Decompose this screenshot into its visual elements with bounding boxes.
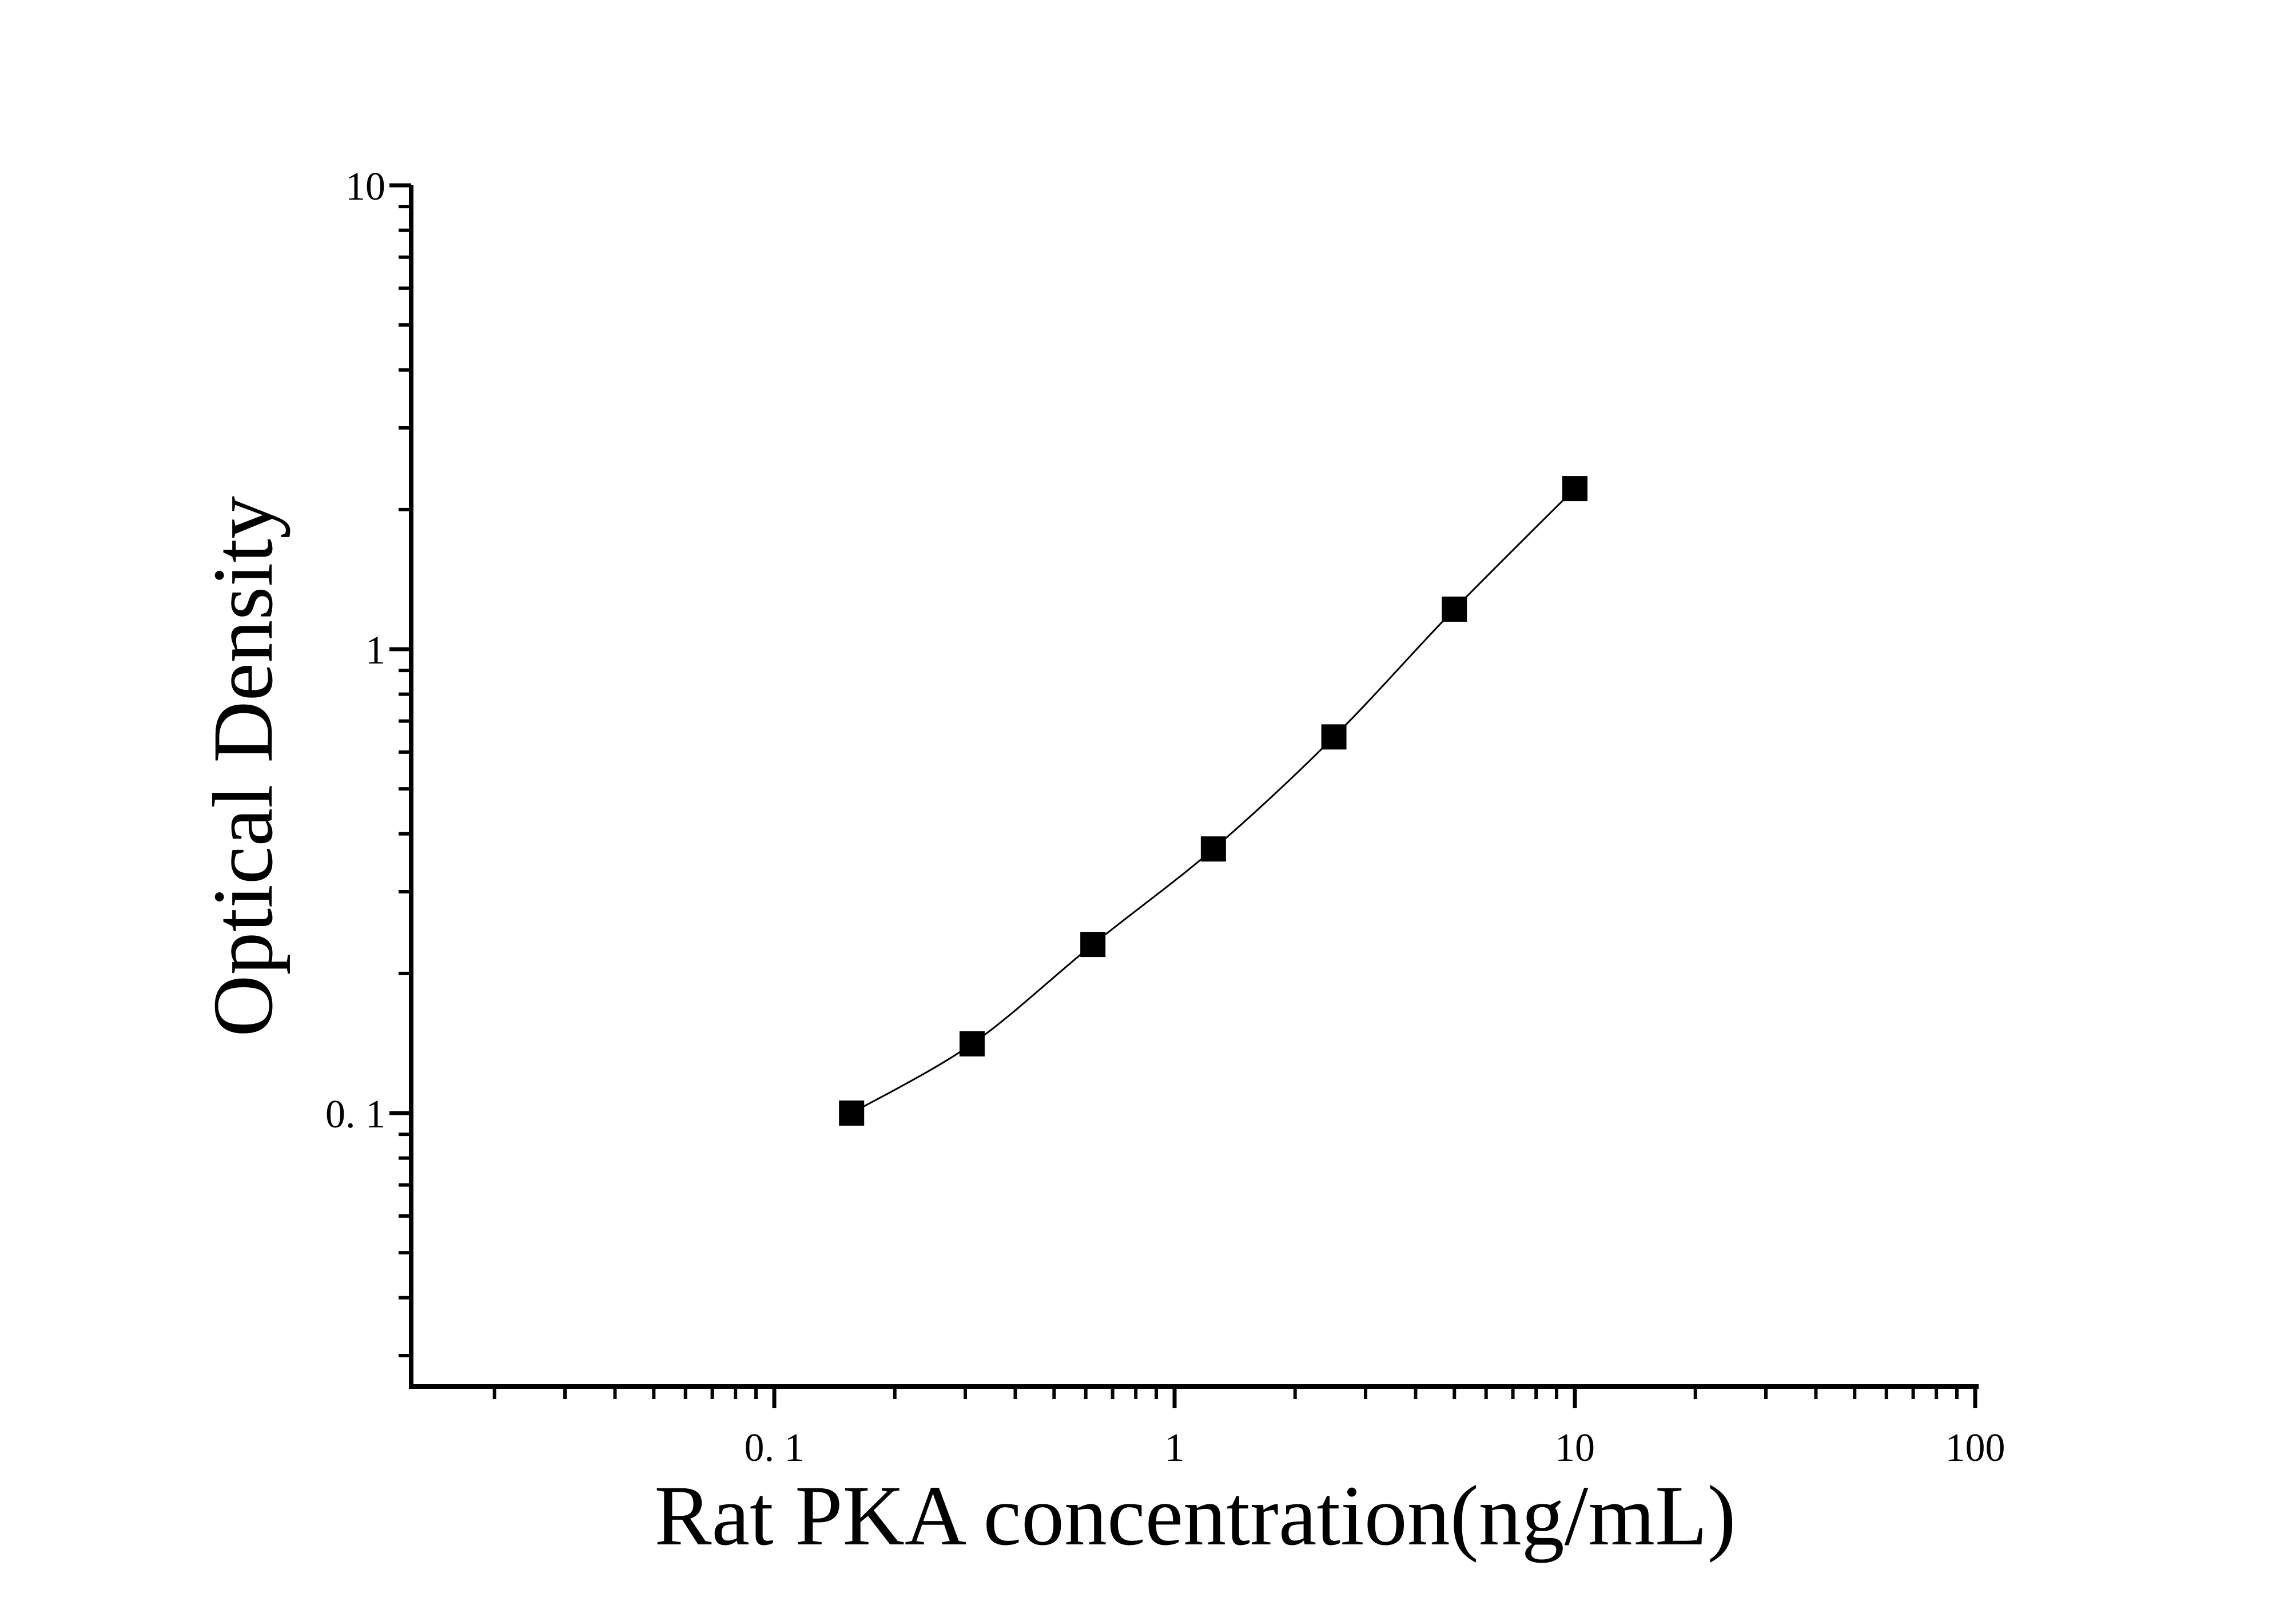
data-point [1442, 596, 1467, 622]
x-tick-label: 0. 1 [745, 1426, 805, 1470]
x-tick-label: 1 [1165, 1426, 1185, 1470]
data-point [1562, 476, 1587, 502]
fit-curve [851, 488, 1576, 1114]
x-tick-label: 10 [1555, 1426, 1595, 1470]
x-axis-title: Rat PKA concentration(ng/mL) [654, 1468, 1736, 1563]
data-point [839, 1101, 865, 1126]
y-tick-label: 10 [345, 165, 385, 209]
axes: 0. 1 1 10 100 0. 1 1 10 [325, 165, 2005, 1470]
data-point [1080, 932, 1106, 958]
data-point [1200, 836, 1226, 862]
y-tick-label: 1 [365, 629, 385, 673]
data-point [1321, 724, 1347, 750]
fit-curve-group [851, 488, 1576, 1114]
y-axis-title: Optical Density [196, 496, 291, 1037]
data-points [839, 476, 1587, 1126]
x-tick-label: 100 [1945, 1426, 2005, 1470]
data-point [959, 1031, 985, 1056]
y-tick-label: 0. 1 [325, 1092, 385, 1137]
